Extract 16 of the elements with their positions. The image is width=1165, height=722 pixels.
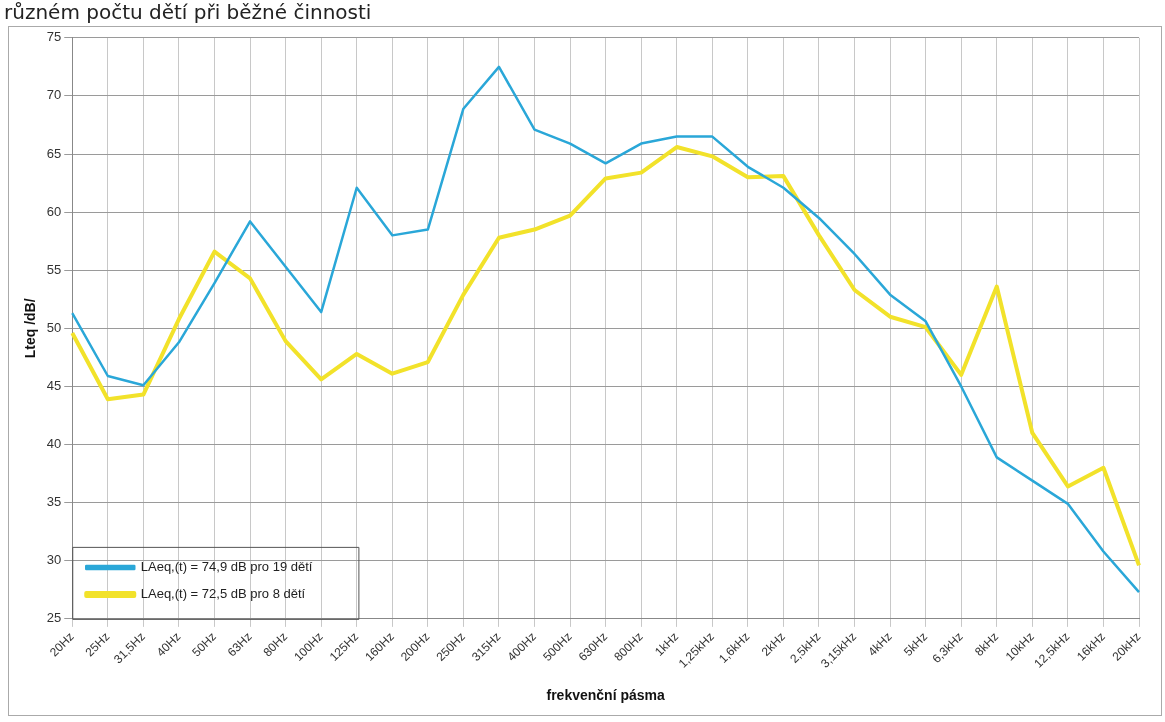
y-tick-label: 75	[46, 29, 62, 45]
x-axis-title: frekvenční pásma	[546, 687, 665, 704]
y-tick-label: 65	[46, 145, 62, 161]
y-tick-label: 50	[46, 319, 62, 335]
y-tick-label: 60	[46, 203, 62, 219]
legend-label: LAeq,(t) = 74,9 dB pro 19 dětí	[140, 558, 313, 574]
legend-label: LAeq,(t) = 72,5 dB pro 8 dětí	[140, 585, 306, 601]
y-tick-label: 35	[46, 494, 62, 510]
y-tick-label: 25	[46, 610, 62, 626]
y-tick-label: 70	[46, 87, 62, 103]
y-tick-label: 45	[46, 378, 62, 394]
y-tick-label: 40	[46, 436, 62, 452]
chart-title: různém počtu dětí při běžné činnosti	[4, 0, 372, 24]
y-axis-title: Lteq /dB/	[22, 298, 39, 359]
y-tick-label: 30	[46, 552, 62, 568]
y-tick-label: 55	[46, 261, 62, 277]
